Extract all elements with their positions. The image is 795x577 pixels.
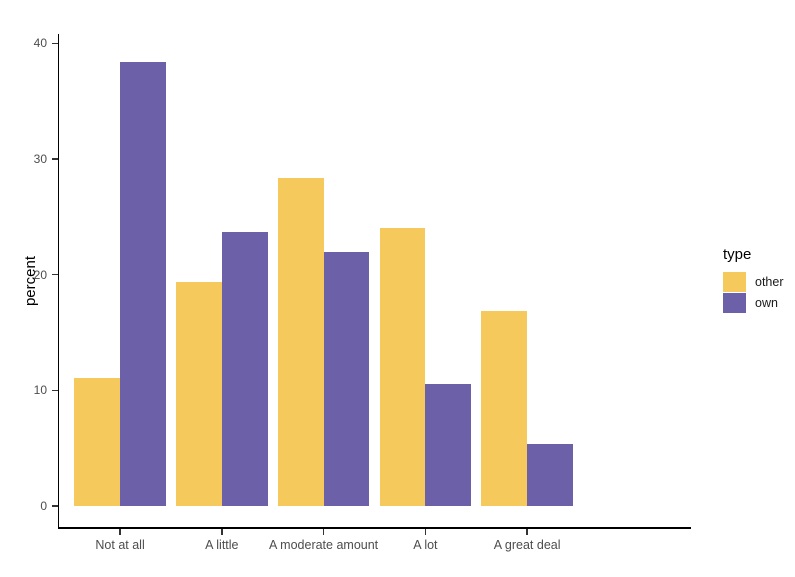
legend-swatch-other	[723, 272, 746, 292]
y-axis-line	[57, 34, 59, 529]
y-tick-label: 30	[33, 151, 47, 166]
x-tick-label-a-lot: A lot	[413, 538, 438, 552]
bar-own-a-lot	[425, 383, 472, 507]
legend-label-other: other	[755, 275, 784, 289]
y-tick-mark	[51, 505, 58, 507]
x-tick-mark	[119, 528, 121, 535]
x-tick-label-a-moderate-amount: A moderate amount	[269, 538, 379, 552]
bar-other-a-great-deal	[481, 310, 528, 507]
x-tick-label-a-great-deal: A great deal	[493, 538, 561, 552]
y-tick-label: 40	[33, 36, 47, 51]
legend-title: type	[723, 246, 752, 263]
y-tick-mark	[51, 389, 58, 392]
bar-other-not-at-all	[74, 377, 121, 507]
x-tick-mark	[221, 528, 223, 535]
y-tick-mark	[51, 158, 58, 160]
bar-own-a-little	[221, 231, 268, 507]
bar-own-a-moderate-amount	[323, 251, 370, 507]
bar-own-a-great-deal	[527, 443, 573, 507]
y-tick-mark	[51, 42, 58, 44]
y-tick-label: 20	[33, 267, 47, 282]
legend-label-own: own	[755, 296, 778, 310]
bar-other-a-lot	[379, 228, 426, 507]
legend: type other own	[723, 246, 784, 314]
legend-item-own: own	[723, 293, 784, 313]
x-tick-label-a-little: A little	[205, 538, 239, 552]
y-tick-label: 0	[40, 499, 47, 514]
plot-panel	[59, 34, 690, 527]
bar-other-a-moderate-amount	[277, 177, 324, 507]
x-axis-line	[57, 527, 691, 529]
legend-item-other: other	[723, 272, 784, 292]
legend-swatch-own	[723, 293, 746, 313]
y-tick-mark	[51, 273, 58, 276]
x-tick-label-not-at-all: Not at all	[95, 538, 145, 552]
legend-keys: other own	[723, 272, 784, 313]
x-tick-mark	[424, 528, 427, 535]
y-tick-label: 10	[33, 383, 47, 398]
x-tick-mark	[526, 528, 528, 535]
bar-other-a-little	[176, 281, 222, 507]
bar-own-not-at-all	[120, 61, 166, 507]
x-tick-mark	[322, 528, 325, 535]
